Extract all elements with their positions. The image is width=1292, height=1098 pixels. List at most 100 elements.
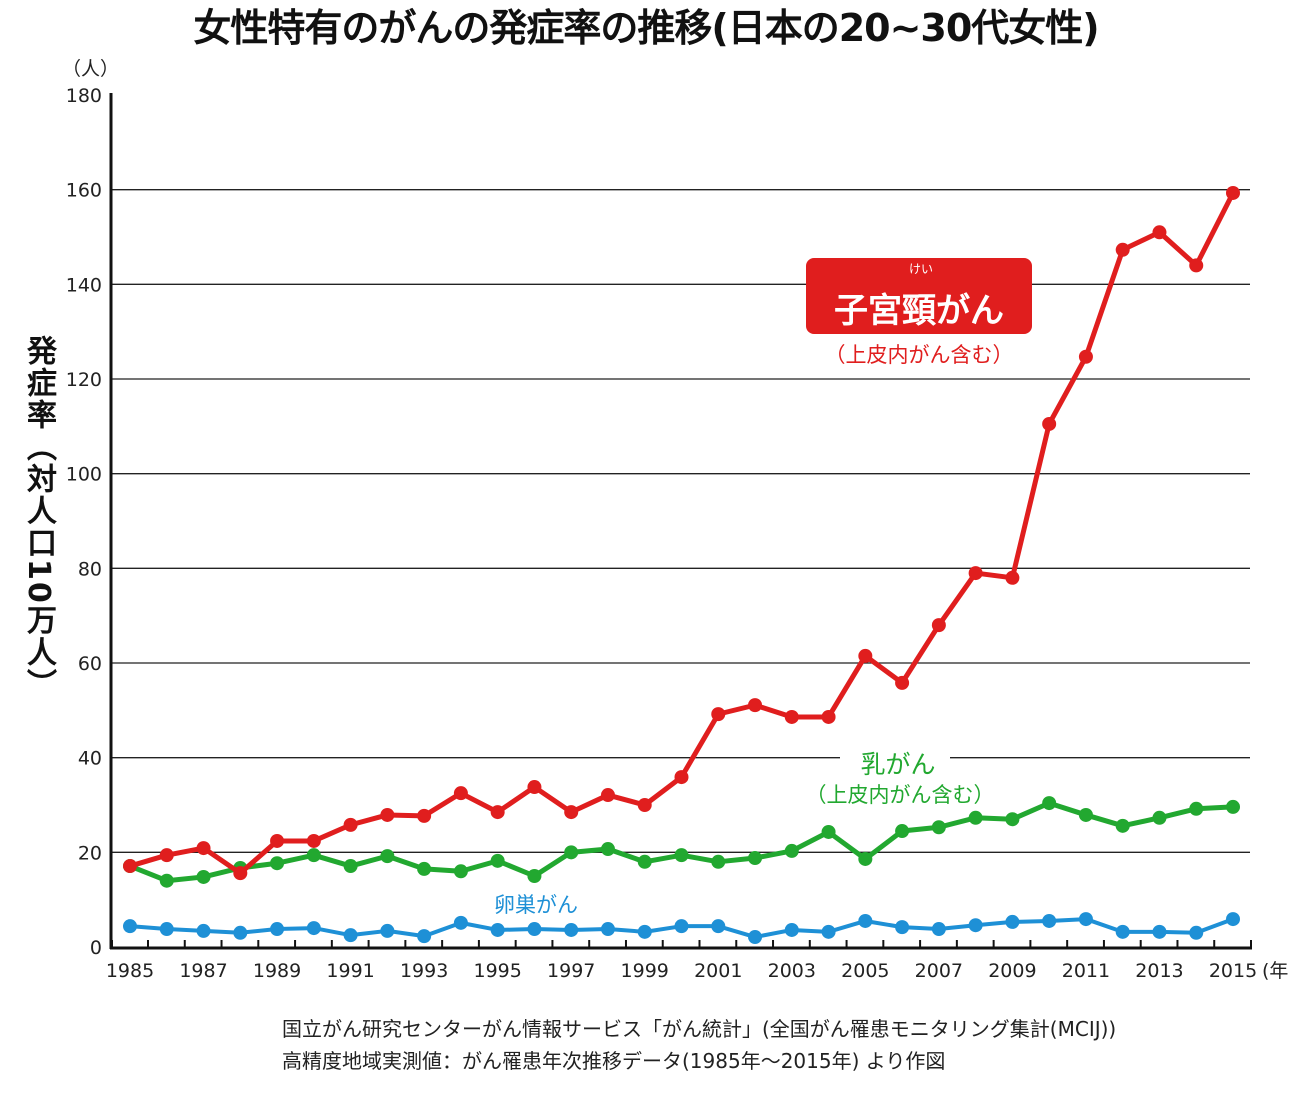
data-point (968, 810, 983, 825)
data-point (564, 805, 579, 820)
series-0 (123, 185, 1240, 881)
breast-label: 乳がん (860, 750, 935, 779)
data-point (453, 864, 468, 879)
data-point (306, 848, 321, 863)
data-point (1226, 912, 1240, 927)
data-point (453, 915, 468, 930)
data-point (490, 922, 505, 937)
data-point (895, 675, 910, 690)
x-tick-label: 1985 (106, 960, 154, 982)
x-tick-label: 1995 (473, 960, 521, 982)
data-point (233, 866, 248, 881)
data-point (343, 859, 358, 874)
data-point (637, 854, 652, 869)
data-point (674, 770, 689, 785)
y-tick-label: 60 (78, 653, 102, 675)
data-point (1152, 225, 1167, 240)
data-point (1226, 799, 1240, 814)
data-point (343, 817, 358, 832)
data-point (490, 853, 505, 868)
data-point (674, 919, 689, 934)
data-point (968, 566, 983, 581)
data-point (784, 922, 799, 937)
data-point (600, 788, 615, 803)
data-point (270, 856, 285, 871)
data-point (748, 698, 763, 713)
y-tick-label: 40 (78, 748, 102, 770)
data-point (895, 920, 910, 935)
cervical-label: 子宮頸がん (834, 291, 1004, 331)
data-point (674, 848, 689, 863)
data-point (417, 808, 432, 823)
x-tick-label: 2007 (915, 960, 963, 982)
data-point (858, 851, 873, 866)
data-point (1005, 812, 1020, 827)
data-point (1078, 349, 1093, 364)
data-point (748, 930, 763, 945)
source-line-1: 国立がん研究センターがん情報サービス「がん統計」(全国がん罹患モニタリング集計(… (282, 1017, 1117, 1041)
data-point (380, 923, 395, 938)
source-note: 国立がん研究センターがん情報サービス「がん統計」(全国がん罹患モニタリング集計(… (282, 1013, 1116, 1077)
x-tick-label: 2013 (1135, 960, 1183, 982)
data-point (343, 928, 358, 943)
data-point (196, 841, 211, 856)
data-point (821, 709, 836, 724)
data-point (564, 922, 579, 937)
data-point (1115, 242, 1130, 257)
data-point (417, 861, 432, 876)
cervical-note: （上皮内がん含む） (825, 343, 1014, 367)
data-point (895, 824, 910, 839)
chart-title: 女性特有のがんの発症率の推移(日本の20~30代女性) (193, 6, 1099, 50)
data-point (196, 869, 211, 884)
x-tick-label: 2009 (988, 960, 1036, 982)
source-line-2: 高精度地域実測値：がん罹患年次推移データ(1985年～2015年) より作図 (282, 1049, 946, 1073)
data-point (417, 929, 432, 944)
x-tick-label: 1997 (547, 960, 595, 982)
data-point (564, 845, 579, 860)
data-point (637, 924, 652, 939)
data-point (1042, 796, 1057, 811)
data-point (1189, 801, 1204, 816)
data-point (380, 807, 395, 822)
x-tick-label: 1993 (400, 960, 448, 982)
data-point (931, 618, 946, 633)
data-point (858, 648, 873, 663)
x-tick-label: 2003 (768, 960, 816, 982)
breast-label-bg (840, 745, 950, 775)
data-point (123, 859, 137, 874)
data-point (1189, 925, 1204, 940)
y-tick-label: 80 (78, 558, 102, 580)
y-tick-label: 180 (66, 85, 102, 107)
cervical-ruby: けい (909, 262, 933, 276)
x-tick-label: 2001 (694, 960, 742, 982)
data-point (1078, 912, 1093, 927)
data-point (711, 854, 726, 869)
data-point (821, 924, 836, 939)
y-tick-label: 100 (66, 464, 102, 486)
data-point (306, 921, 321, 936)
ovarian-label: 卵巣がん (494, 893, 578, 917)
data-point (270, 833, 285, 848)
data-point (637, 798, 652, 812)
data-point (931, 820, 946, 835)
x-tick-label: 2005 (841, 960, 889, 982)
x-tick-label: 1989 (253, 960, 301, 982)
breast-note: （上皮内がん含む） (806, 783, 995, 807)
data-point (821, 824, 836, 839)
data-point (527, 869, 542, 883)
data-point (453, 786, 468, 801)
x-unit-label: (年 (1262, 960, 1288, 982)
series-1 (123, 796, 1240, 888)
series-2 (123, 912, 1240, 945)
y-tick-label: 0 (90, 937, 102, 959)
data-point (159, 922, 174, 937)
data-point (159, 873, 174, 888)
data-point (711, 707, 726, 722)
data-point (1042, 913, 1057, 928)
data-point (748, 851, 763, 866)
data-point (600, 922, 615, 937)
data-point (1115, 924, 1130, 939)
y-unit-label: （人） (62, 58, 120, 80)
data-point (1005, 914, 1020, 929)
